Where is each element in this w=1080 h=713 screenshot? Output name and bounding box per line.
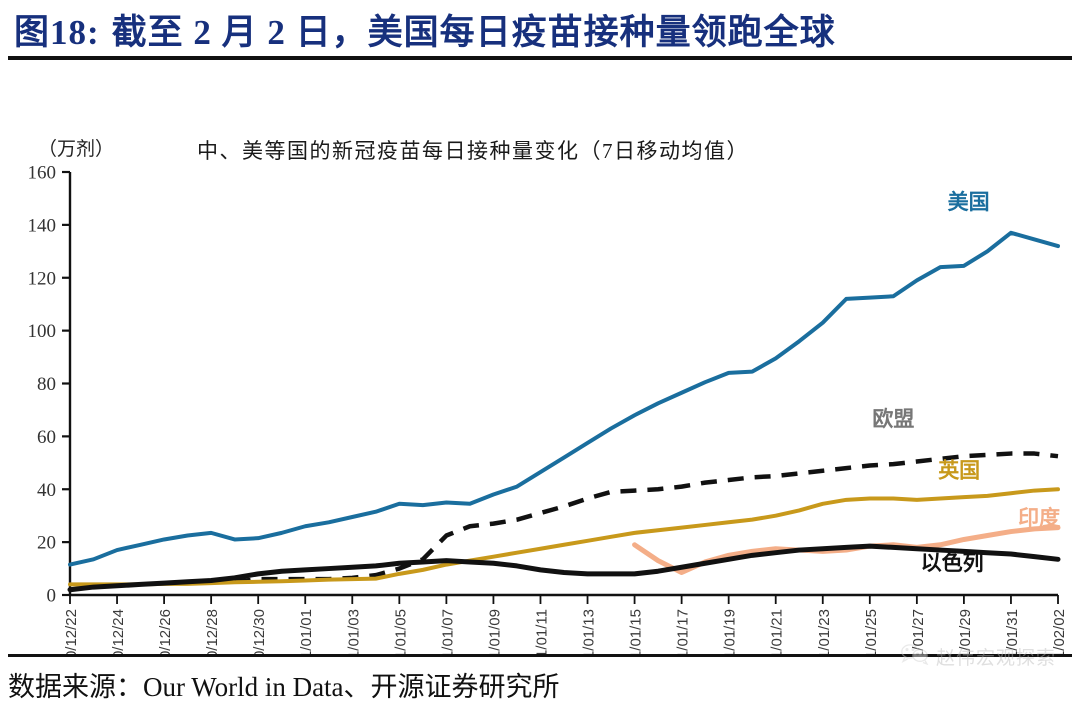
x-axis-tick-label: 2021/01/13 [581, 609, 598, 655]
x-axis: 2020/12/22 2020/12/24 2020/12/26 2020/12/28… [63, 593, 1068, 655]
x-axis-tick-label: 2021/01/31 [1004, 609, 1021, 655]
y-axis-unit-label: （万剂） [38, 138, 114, 160]
x-axis-tick-label: 2020/12/26 [157, 609, 174, 655]
y-axis-tick-label: 100 [28, 321, 57, 342]
series-label-3: 印度 [1018, 506, 1060, 530]
series-line-4 [67, 543, 1061, 593]
x-axis-tick-label: 2021/01/05 [392, 609, 409, 655]
series-label-4: 以色列 [921, 551, 984, 575]
x-axis-tick-label: 2020/12/22 [63, 609, 80, 655]
y-axis: 0 20 40 60 80 100 120 140 160 [28, 163, 72, 607]
series-label-2: 英国 [938, 458, 980, 482]
figure-footer: 数据来源：Our World in Data、开源证券研究所 赵伟宏观探索 [0, 644, 1080, 713]
y-axis-tick-label: 160 [28, 163, 57, 184]
wechat-icon [900, 643, 930, 670]
footer-divider [8, 654, 1072, 657]
y-axis-tick-label: 60 [37, 427, 56, 448]
chart-subtitle: 中、美等国的新冠疫苗每日接种量变化（7日移动均值） [197, 139, 749, 163]
watermark-label: 赵伟宏观探索 [935, 648, 1056, 669]
x-axis-tick-label: 2021/01/07 [439, 609, 456, 655]
watermark: 赵伟宏观探索 [900, 643, 1056, 670]
x-axis-tick-label: 2020/12/24 [110, 609, 127, 655]
series-line-2 [68, 487, 1060, 587]
figure-title-bar: 图18: 截至 2 月 2 日，美国每日疫苗接种量领跑全球 [0, 0, 1080, 56]
y-axis-tick-label: 120 [28, 268, 57, 289]
y-axis-tick-label: 40 [37, 480, 56, 501]
series-label-0: 美国 [948, 190, 990, 214]
x-axis-tick-label: 2020/12/28 [204, 609, 221, 655]
series-line-0 [68, 230, 1060, 567]
x-axis-tick-label: 2021/01/09 [486, 609, 503, 655]
chart-container: （万剂） 中、美等国的新冠疫苗每日接种量变化（7日移动均值） 0 20 40 60 80… [0, 60, 1080, 655]
x-axis-tick-label: 2021/01/29 [957, 609, 974, 655]
vaccination-line-chart: （万剂） 中、美等国的新冠疫苗每日接种量变化（7日移动均值） 0 20 40 60 80… [28, 138, 1069, 655]
y-axis-tick-label: 20 [37, 533, 56, 554]
x-axis-tick-label: 2021/02/02 [1051, 609, 1068, 655]
title-divider [8, 56, 1072, 60]
x-axis-tick-label: 2021/01/17 [675, 609, 692, 655]
y-axis-tick-label: 0 [47, 586, 57, 607]
x-axis-tick-label: 2021/01/25 [863, 609, 880, 655]
figure-number: 图18: [14, 12, 100, 52]
x-axis-tick-label: 2021/01/19 [722, 609, 739, 655]
x-axis-tick-label: 2021/01/03 [345, 609, 362, 655]
y-axis-tick-label: 80 [37, 374, 56, 395]
x-axis-tick-label: 2021/01/27 [910, 609, 927, 655]
x-axis-tick-label: 2021/01/21 [769, 609, 786, 655]
series-layer [67, 230, 1061, 593]
x-axis-tick-label: 2021/01/01 [298, 609, 315, 655]
x-axis-tick-label: 2021/01/15 [628, 609, 645, 655]
x-axis-tick-label: 2021/01/11 [533, 609, 550, 655]
series-line-1 [234, 451, 1059, 585]
x-axis-tick-label: 2021/01/23 [816, 609, 833, 655]
x-axis-tick-label: 2020/12/30 [251, 609, 268, 655]
source-note: 数据来源：Our World in Data、开源证券研究所 [8, 672, 560, 702]
series-label-1: 欧盟 [872, 407, 914, 431]
y-axis-tick-label: 140 [28, 215, 57, 236]
page-title: 截至 2 月 2 日，美国每日疫苗接种量领跑全球 [111, 12, 836, 52]
